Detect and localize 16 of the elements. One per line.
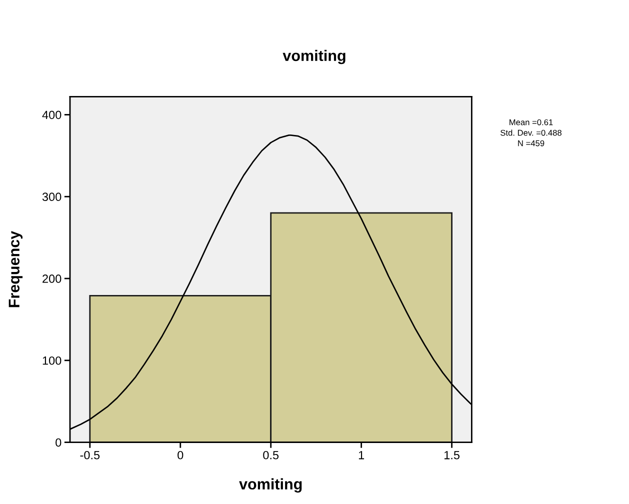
x-tick-label: 1.5 <box>444 451 460 460</box>
y-tick-label: 400 <box>42 110 62 120</box>
x-axis-title: vomiting <box>239 478 302 493</box>
y-tick-label: 200 <box>42 274 62 283</box>
y-tick-label: 300 <box>42 192 62 202</box>
text: N =459 <box>518 140 544 146</box>
y-tick-label: 0 <box>56 438 62 447</box>
y-axis-title: Frequency <box>8 230 23 308</box>
text: Std. Dev. =0.488 <box>500 130 562 136</box>
chart-title: vomiting <box>282 50 346 64</box>
x-tick-label: -0.5 <box>80 450 100 460</box>
x-tick-label: 0 <box>178 450 184 460</box>
text: Mean =0.61 <box>510 119 553 126</box>
x-tick-label: 0.5 <box>263 450 279 460</box>
y-tick-label: 100 <box>42 356 62 365</box>
x-tick-label: 1 <box>358 451 364 460</box>
